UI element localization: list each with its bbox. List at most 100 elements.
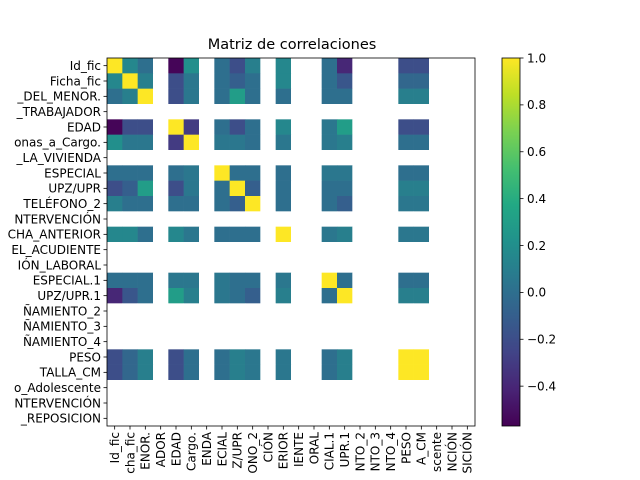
heatmap-cell	[168, 257, 184, 273]
heatmap-cell	[367, 58, 384, 74]
heatmap-cell	[413, 73, 430, 89]
heatmap-cell	[429, 119, 445, 135]
heatmap-cell	[229, 58, 246, 74]
heatmap-cell	[398, 272, 414, 289]
heatmap-cell	[214, 318, 230, 335]
heatmap-cell	[260, 104, 276, 120]
heatmap-cell	[321, 119, 338, 135]
heatmap-cell	[229, 104, 246, 120]
heatmap-cell	[383, 165, 399, 181]
heatmap-cell	[275, 119, 292, 135]
heatmap-cell	[367, 257, 384, 273]
heatmap-cell	[444, 380, 460, 396]
heatmap-cell	[153, 395, 169, 411]
heatmap-cell	[367, 88, 384, 105]
heatmap-cell	[107, 88, 123, 105]
heatmap-cell	[321, 318, 338, 335]
heatmap-cell	[383, 257, 399, 273]
heatmap-cell	[107, 395, 123, 411]
heatmap-cell	[413, 196, 430, 212]
heatmap-cell	[107, 134, 123, 151]
heatmap-cell	[367, 272, 384, 289]
heatmap-cell	[183, 303, 200, 319]
heatmap-cell	[275, 242, 292, 258]
heatmap-cell	[337, 104, 353, 120]
heatmap-cell	[444, 150, 460, 166]
heatmap-cell	[168, 410, 184, 427]
heatmap-cell	[153, 272, 169, 289]
heatmap-cell	[413, 303, 430, 319]
heatmap-cell	[444, 410, 460, 427]
heatmap-cell	[107, 364, 123, 381]
heatmap-cell	[107, 226, 123, 243]
heatmap-cell	[153, 150, 169, 166]
heatmap-cell	[383, 334, 399, 350]
heatmap-cell	[214, 73, 230, 89]
heatmap-cell	[383, 272, 399, 289]
heatmap-cell	[229, 211, 246, 227]
heatmap-cell	[122, 196, 138, 212]
heatmap-cell	[153, 257, 169, 273]
heatmap-cell	[183, 104, 200, 120]
heatmap-cell	[321, 165, 338, 181]
heatmap-cell	[337, 349, 353, 365]
heatmap-cell	[398, 334, 414, 350]
heatmap-cell	[275, 196, 292, 212]
heatmap-cell	[429, 196, 445, 212]
heatmap-cell	[367, 196, 384, 212]
heatmap-cell	[337, 196, 353, 212]
heatmap-cell	[260, 349, 276, 365]
heatmap-cell	[122, 257, 138, 273]
heatmap-cell	[291, 303, 307, 319]
heatmap-cell	[153, 104, 169, 120]
heatmap-cell	[245, 104, 261, 120]
heatmap-cell	[199, 410, 215, 427]
heatmap-cell	[168, 134, 184, 151]
heatmap-cell	[229, 242, 246, 258]
heatmap-cell	[429, 88, 445, 105]
heatmap-cell	[398, 58, 414, 74]
heatmap-cell	[413, 58, 430, 74]
heatmap-cell	[291, 150, 307, 166]
heatmap-cell	[199, 334, 215, 350]
heatmap-cell	[122, 242, 138, 258]
x-tick-label: ONO_2	[246, 432, 260, 474]
y-tick-label: ÑAMIENTO_3	[23, 319, 101, 334]
heatmap-cell	[429, 349, 445, 365]
heatmap-cell	[122, 303, 138, 319]
heatmap-cell	[291, 272, 307, 289]
x-tick-label: Z/UPR	[231, 432, 245, 469]
heatmap-cell	[245, 334, 261, 350]
heatmap-cell	[337, 288, 353, 304]
heatmap-cell	[444, 349, 460, 365]
heatmap-cell	[199, 242, 215, 258]
heatmap-cell	[245, 242, 261, 258]
heatmap-cell	[444, 134, 460, 151]
heatmap-cell	[398, 318, 414, 335]
heatmap-cell	[168, 272, 184, 289]
heatmap-cell	[291, 226, 307, 243]
heatmap-cell	[444, 272, 460, 289]
heatmap-cell	[107, 410, 123, 427]
heatmap-cell	[245, 73, 261, 89]
heatmap-cell	[367, 318, 384, 335]
heatmap-cell	[444, 226, 460, 243]
heatmap-cell	[398, 288, 414, 304]
heatmap-cell	[367, 395, 384, 411]
heatmap-cell	[383, 134, 399, 151]
heatmap-cell	[413, 288, 430, 304]
heatmap-cell	[260, 119, 276, 135]
heatmap-cell	[398, 165, 414, 181]
heatmap-cell	[199, 180, 215, 197]
heatmap-cell	[199, 58, 215, 74]
heatmap-cell	[383, 73, 399, 89]
heatmap-cell	[306, 119, 322, 135]
heatmap-cell	[229, 334, 246, 350]
y-tick-label: _LA_VIVIENDA	[16, 151, 102, 165]
heatmap-cell	[275, 364, 292, 381]
heatmap-cell	[199, 272, 215, 289]
heatmap-cell	[413, 349, 430, 365]
heatmap-cell	[321, 272, 338, 289]
heatmap-cell	[459, 226, 476, 243]
